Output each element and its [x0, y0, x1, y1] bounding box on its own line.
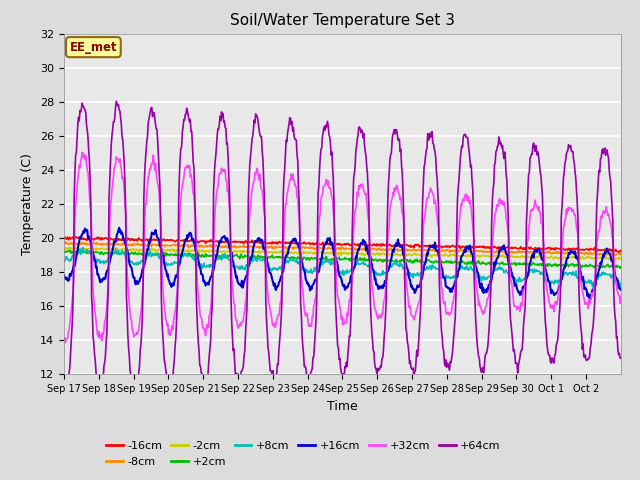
-2cm [401, 252, 408, 258]
+64cm [278, 302, 285, 308]
+32cm [278, 286, 285, 291]
-8cm [60, 242, 68, 248]
-16cm [72, 234, 79, 240]
-8cm [228, 244, 236, 250]
+2cm [126, 252, 134, 258]
+8cm [228, 264, 236, 269]
-8cm [432, 248, 440, 254]
Text: EE_met: EE_met [70, 41, 117, 54]
-16cm [277, 240, 285, 245]
+8cm [79, 245, 86, 251]
Line: +2cm: +2cm [64, 251, 621, 268]
Legend: -16cm, -8cm, -2cm, +2cm, +8cm, +16cm, +32cm, +64cm: -16cm, -8cm, -2cm, +2cm, +8cm, +16cm, +3… [102, 437, 505, 471]
Line: -2cm: -2cm [64, 247, 621, 260]
Line: -8cm: -8cm [64, 241, 621, 255]
+32cm [433, 210, 440, 216]
+64cm [433, 168, 440, 174]
+8cm [126, 258, 134, 264]
Line: +8cm: +8cm [64, 248, 621, 287]
Title: Soil/Water Temperature Set 3: Soil/Water Temperature Set 3 [230, 13, 455, 28]
+32cm [78, 150, 86, 156]
-2cm [277, 248, 285, 254]
+32cm [401, 261, 409, 266]
+2cm [60, 249, 68, 254]
+2cm [616, 265, 624, 271]
-2cm [126, 247, 134, 253]
-8cm [61, 239, 69, 244]
-16cm [401, 242, 408, 248]
+8cm [277, 264, 285, 270]
-8cm [277, 244, 285, 250]
Line: +64cm: +64cm [64, 101, 621, 393]
-2cm [432, 252, 440, 257]
Line: +16cm: +16cm [64, 228, 621, 300]
+16cm [228, 257, 236, 263]
Line: +32cm: +32cm [64, 153, 621, 343]
+16cm [115, 225, 123, 230]
+2cm [277, 254, 285, 260]
Y-axis label: Temperature (C): Temperature (C) [22, 153, 35, 255]
+16cm [256, 238, 264, 243]
+2cm [401, 257, 408, 263]
+32cm [127, 316, 134, 322]
+8cm [432, 266, 440, 272]
+16cm [277, 274, 285, 279]
-16cm [126, 238, 134, 243]
-16cm [615, 249, 623, 255]
+32cm [257, 184, 264, 190]
-2cm [228, 250, 236, 255]
+8cm [615, 284, 623, 289]
-8cm [617, 251, 625, 257]
+8cm [256, 256, 264, 262]
+2cm [256, 254, 264, 260]
+64cm [617, 355, 625, 361]
+8cm [401, 265, 408, 271]
-8cm [401, 247, 408, 253]
+16cm [617, 287, 625, 293]
-2cm [574, 257, 582, 263]
+8cm [617, 283, 625, 288]
+8cm [60, 259, 68, 264]
-2cm [60, 246, 68, 252]
+64cm [60, 387, 68, 393]
+2cm [432, 259, 440, 264]
+32cm [60, 336, 68, 342]
+64cm [127, 372, 134, 378]
-8cm [256, 244, 264, 250]
+64cm [401, 298, 409, 304]
-2cm [617, 256, 625, 262]
+32cm [617, 294, 625, 300]
+16cm [432, 247, 440, 252]
-16cm [256, 240, 264, 246]
-2cm [256, 249, 264, 254]
+32cm [61, 340, 69, 346]
+16cm [60, 272, 68, 278]
+64cm [113, 98, 120, 104]
+64cm [93, 390, 101, 396]
-2cm [71, 244, 79, 250]
+64cm [229, 348, 237, 353]
+32cm [229, 292, 237, 298]
-16cm [60, 236, 68, 242]
+2cm [76, 248, 83, 253]
X-axis label: Time: Time [327, 400, 358, 413]
+16cm [586, 297, 594, 302]
+2cm [228, 252, 236, 258]
+16cm [401, 256, 408, 262]
Line: -16cm: -16cm [64, 237, 621, 252]
+2cm [617, 264, 625, 270]
-16cm [228, 239, 236, 245]
+16cm [126, 263, 134, 268]
-16cm [617, 248, 625, 253]
+64cm [257, 134, 264, 140]
-16cm [432, 242, 440, 248]
-8cm [126, 241, 134, 247]
-8cm [611, 252, 619, 258]
